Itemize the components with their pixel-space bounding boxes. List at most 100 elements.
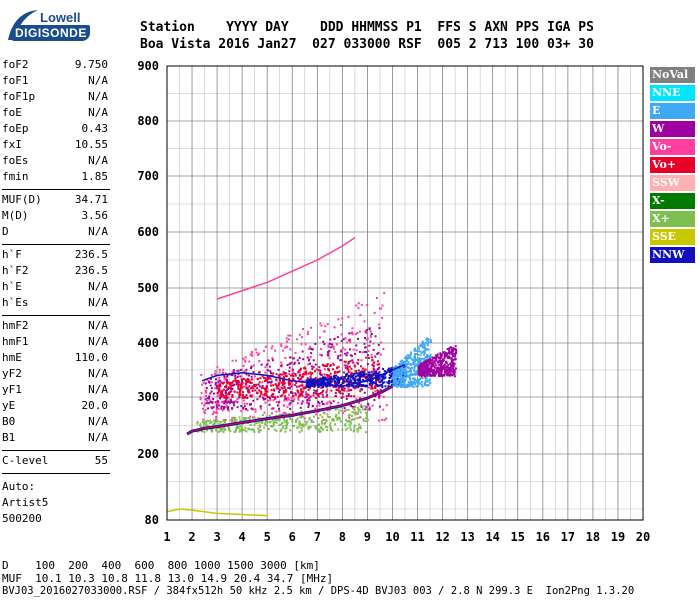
data-point	[262, 387, 265, 390]
param-name: fmin	[2, 170, 29, 183]
param-row: foF1 N/A	[2, 74, 110, 90]
data-point	[413, 362, 416, 365]
data-point	[426, 384, 429, 387]
data-point	[395, 370, 398, 373]
data-point	[362, 419, 365, 422]
data-point	[329, 422, 332, 425]
data-point	[344, 348, 347, 351]
data-point	[339, 324, 342, 327]
logo-brand-top: Lowell	[40, 10, 81, 25]
data-point	[365, 420, 368, 423]
data-point	[425, 384, 428, 387]
data-point	[299, 384, 302, 387]
data-point	[205, 391, 208, 394]
data-point	[331, 362, 334, 365]
data-point	[308, 396, 311, 399]
data-point	[285, 340, 288, 343]
data-point	[397, 379, 400, 382]
data-point	[215, 404, 218, 407]
data-point	[298, 385, 301, 388]
data-point	[215, 410, 218, 413]
data-point	[226, 396, 229, 399]
data-point	[232, 380, 235, 383]
data-point	[244, 379, 247, 382]
data-point	[366, 405, 369, 408]
param-name: h`F	[2, 248, 22, 261]
data-point	[417, 360, 420, 363]
data-point	[326, 378, 329, 381]
data-point	[284, 389, 287, 392]
data-point	[359, 390, 362, 393]
data-point	[417, 371, 420, 374]
data-point	[372, 348, 375, 351]
data-point	[319, 373, 322, 376]
data-point	[426, 355, 429, 358]
data-point	[411, 362, 414, 365]
data-point	[362, 418, 365, 421]
data-point	[428, 358, 431, 361]
data-point	[254, 375, 257, 378]
data-point	[351, 418, 354, 421]
data-point	[377, 352, 380, 355]
data-point	[307, 425, 310, 428]
data-point	[286, 397, 289, 400]
data-point	[321, 421, 324, 424]
data-point	[320, 386, 323, 389]
data-point	[308, 384, 311, 387]
param-separator	[2, 450, 110, 451]
data-point	[420, 345, 423, 348]
data-point	[407, 363, 410, 366]
data-point	[222, 371, 225, 374]
data-point	[214, 387, 217, 390]
data-point	[291, 383, 294, 386]
data-point	[313, 383, 316, 386]
data-point	[358, 330, 361, 333]
data-point	[292, 357, 295, 360]
data-point	[416, 359, 419, 362]
data-point	[365, 373, 368, 376]
data-point	[357, 428, 360, 431]
data-point	[354, 413, 357, 416]
data-point	[360, 405, 363, 408]
data-point	[237, 385, 240, 388]
data-point	[450, 361, 453, 364]
data-point	[259, 395, 262, 398]
data-point	[370, 373, 373, 376]
data-point	[232, 402, 235, 405]
data-point	[340, 339, 343, 342]
data-point	[451, 361, 454, 364]
data-point	[248, 391, 251, 394]
data-point	[349, 403, 352, 406]
data-point	[268, 365, 271, 368]
data-point	[268, 421, 271, 424]
param-name: D	[2, 225, 9, 238]
data-point	[361, 383, 364, 386]
data-point	[378, 363, 381, 366]
data-point	[293, 398, 296, 401]
data-point	[347, 377, 350, 380]
data-point	[220, 390, 223, 393]
data-point	[232, 368, 235, 371]
data-point	[399, 369, 402, 372]
data-point	[246, 396, 249, 399]
data-point	[318, 404, 321, 407]
data-point	[326, 401, 329, 404]
data-point	[270, 347, 273, 350]
data-point	[226, 407, 229, 410]
data-point	[252, 416, 255, 419]
data-point	[397, 383, 400, 386]
data-point	[246, 379, 249, 382]
data-point	[253, 384, 256, 387]
data-point	[212, 392, 215, 395]
data-point	[405, 386, 408, 389]
data-point	[426, 339, 429, 342]
data-point	[399, 364, 402, 367]
data-point	[306, 401, 309, 404]
data-point	[412, 385, 415, 388]
data-point	[372, 374, 375, 377]
data-point	[411, 382, 414, 385]
data-point	[231, 359, 234, 362]
data-point	[218, 383, 221, 386]
x-tick-label: 12	[435, 530, 449, 544]
data-point	[378, 405, 381, 408]
